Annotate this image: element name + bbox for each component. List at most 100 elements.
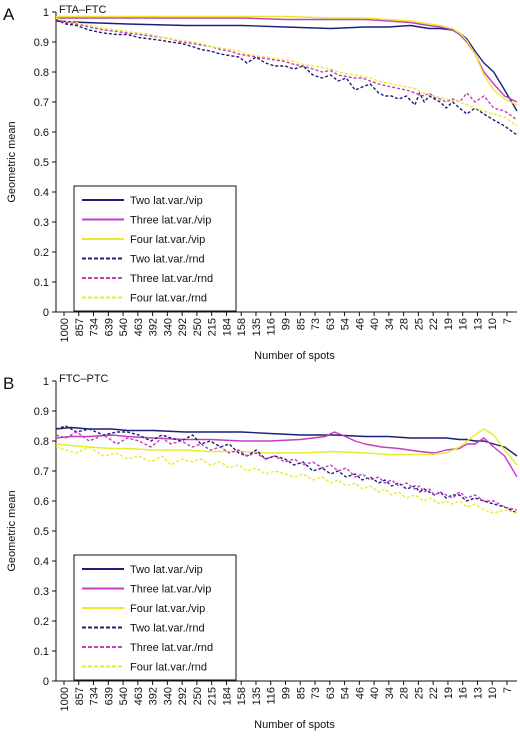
chart-panel-b: B 0 0.1 0.2 0.3 0.4 0.5 0.6 0.7 0.8 0.9 1 1000 857 73… — [0, 369, 520, 737]
y-tick-label: 0.7 — [34, 97, 49, 109]
x-tick-label: 857 — [74, 687, 86, 705]
x-tick-label: 10 — [487, 318, 499, 330]
y-tick-label: 0.9 — [34, 37, 49, 49]
x-tick-label: 857 — [74, 318, 86, 336]
x-tick-label: 158 — [236, 318, 248, 336]
x-tick-label: 116 — [266, 318, 278, 336]
x-tick-label: 7 — [502, 687, 514, 693]
x-tick-label: 250 — [192, 318, 204, 336]
x-tick-label: 63 — [325, 318, 337, 330]
x-tick-label: 34 — [384, 687, 396, 699]
x-tick-label: 250 — [192, 687, 204, 705]
x-tick-label: 85 — [295, 687, 307, 699]
legend: Two lat.var./vip Three lat.var./vip Four l… — [73, 554, 237, 681]
x-tick-label: 1000 — [59, 318, 71, 342]
x-tick-label: 10 — [487, 687, 499, 699]
x-tick-label: 116 — [266, 687, 278, 705]
x-tick-label: 25 — [413, 687, 425, 699]
y-tick-label: 1 — [43, 7, 49, 19]
legend-box — [73, 554, 237, 681]
x-tick-label: 22 — [428, 687, 440, 699]
y-tick-label: 0.8 — [34, 67, 49, 79]
x-tick-label: 16 — [458, 318, 470, 330]
y-tick-label: 0.4 — [34, 556, 49, 568]
x-tick-label: 340 — [162, 687, 174, 705]
x-tick-label: 85 — [295, 318, 307, 330]
y-tick-label: 0.7 — [34, 466, 49, 478]
x-tick-label: 135 — [251, 318, 263, 336]
series-line — [56, 17, 518, 103]
legend-label: Two lat.var./vip — [130, 564, 203, 576]
x-tick-label: 158 — [236, 687, 248, 705]
x-tick-label: 34 — [384, 318, 396, 330]
legend-label: Three lat.var./vip — [130, 584, 211, 596]
x-tick-label: 639 — [103, 318, 115, 336]
y-tick-label: 0.2 — [34, 247, 49, 259]
x-tick-label: 540 — [118, 687, 130, 705]
y-tick-label: 0.3 — [34, 217, 49, 229]
x-tick-label: 463 — [133, 687, 145, 705]
chart-panel-a: A 0 0.1 0.2 0.3 0.4 0.5 0.6 0.7 0.8 0.9 1 1000 857 73… — [0, 0, 520, 368]
x-tick-label: 135 — [251, 687, 263, 705]
x-tick-label: 40 — [369, 318, 381, 330]
series-line — [55, 18, 518, 136]
y-tick-label: 0 — [43, 307, 49, 319]
x-tick-label: 734 — [89, 687, 101, 705]
x-tick-label: 46 — [354, 318, 366, 330]
x-axis-label: Number of spots — [254, 350, 335, 362]
legend-label: Two lat.var./vip — [130, 195, 203, 207]
series-line — [55, 20, 518, 112]
x-tick-label: 184 — [221, 318, 233, 336]
chart-title: FTC–PTC — [59, 373, 109, 385]
y-tick-label: 0.8 — [34, 436, 49, 448]
legend-box — [73, 185, 237, 312]
y-tick-label: 0.1 — [34, 277, 49, 289]
legend-label: Three lat.var./vip — [130, 215, 211, 227]
x-tick-label: 99 — [281, 318, 293, 330]
x-tick-label: 19 — [443, 318, 455, 330]
x-tick-label: 16 — [458, 687, 470, 699]
legend: Two lat.var./vip Three lat.var./vip Four l… — [73, 185, 237, 312]
y-tick-label: 0.5 — [34, 157, 49, 169]
chart-title: FTA–FTC — [59, 4, 107, 16]
x-tick-label: 99 — [281, 687, 293, 699]
y-tick-label: 0 — [43, 676, 49, 688]
series-line — [55, 17, 518, 127]
legend-label: Four lat.var./rnd — [130, 662, 207, 674]
x-tick-label: 292 — [177, 318, 189, 336]
x-tick-label: 13 — [472, 318, 484, 330]
series-line — [55, 446, 518, 514]
y-axis-label: Geometric mean — [6, 121, 18, 202]
legend-label: Two lat.var./rnd — [130, 623, 205, 635]
y-tick-label: 0.4 — [34, 187, 49, 199]
legend-label: Four lat.var./rnd — [130, 293, 207, 305]
x-tick-label: 28 — [399, 687, 411, 699]
series-line — [55, 428, 518, 466]
x-tick-label: 73 — [310, 687, 322, 699]
y-tick-label: 0.5 — [34, 526, 49, 538]
x-tick-label: 19 — [443, 687, 455, 699]
x-axis-label: Number of spots — [254, 719, 335, 731]
legend-label: Three lat.var./rnd — [130, 273, 213, 285]
y-tick-label: 0.6 — [34, 127, 49, 139]
x-tick-label: 22 — [428, 318, 440, 330]
series-line — [55, 18, 518, 121]
x-tick-label: 7 — [502, 318, 514, 324]
x-tick-label: 25 — [413, 318, 425, 330]
x-tick-label: 73 — [310, 318, 322, 330]
y-tick-label: 0.2 — [34, 616, 49, 628]
legend-label: Four lat.var./vip — [130, 234, 205, 246]
y-tick-label: 0.6 — [34, 496, 49, 508]
series-line — [55, 431, 518, 511]
x-tick-label: 392 — [148, 687, 160, 705]
series-line — [55, 425, 518, 514]
series-line — [55, 426, 518, 457]
x-tick-label: 215 — [207, 318, 219, 336]
legend-label: Three lat.var./rnd — [130, 642, 213, 654]
x-tick-label: 54 — [340, 687, 352, 699]
x-tick-label: 540 — [118, 318, 130, 336]
x-tick-label: 46 — [354, 687, 366, 699]
x-tick-label: 463 — [133, 318, 145, 336]
